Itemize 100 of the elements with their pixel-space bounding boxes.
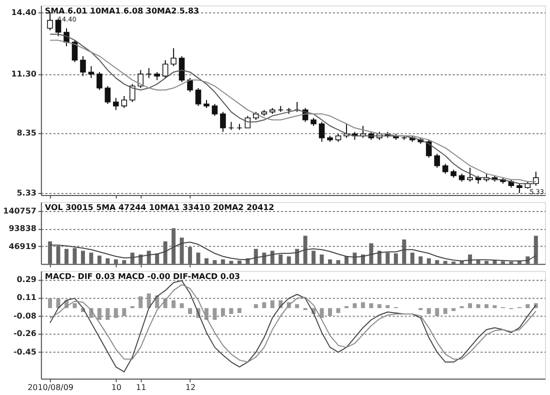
bar — [130, 252, 134, 264]
bar — [377, 250, 382, 264]
x-tick-label: 11 — [136, 383, 146, 392]
bar — [212, 308, 217, 320]
bar — [72, 248, 77, 264]
bar — [64, 248, 68, 264]
bar — [377, 304, 382, 308]
bar — [48, 241, 52, 264]
bar — [72, 303, 77, 308]
bar — [97, 308, 102, 320]
candlestick — [146, 68, 152, 79]
candlestick — [96, 72, 102, 91]
bar — [492, 260, 497, 264]
annotation: MACD- DIF 0.03 MACD -0.00 DIF-MACD 0.03 — [44, 272, 240, 281]
bar — [278, 254, 283, 264]
bar — [394, 253, 398, 264]
bar — [312, 250, 316, 264]
bar — [180, 303, 184, 308]
bar — [328, 259, 332, 264]
y-tick-label: -0.26 — [13, 329, 37, 338]
candlestick — [220, 111, 226, 132]
y-tick-label: 46919 — [8, 242, 37, 251]
bar — [97, 256, 102, 264]
bar — [402, 240, 406, 264]
bar — [534, 236, 538, 264]
candlestick — [129, 84, 136, 102]
y-tick-label: 93838 — [8, 224, 37, 234]
bar — [295, 304, 300, 308]
bar — [360, 302, 365, 308]
y-tick-label: 140757 — [3, 206, 36, 216]
bar — [386, 252, 390, 264]
bar — [418, 256, 423, 264]
bar — [492, 305, 497, 308]
bar — [146, 250, 151, 264]
candlestick — [121, 95, 128, 108]
bar — [146, 293, 151, 308]
bar — [114, 308, 118, 318]
candlestick — [212, 103, 218, 116]
bar — [352, 303, 357, 308]
bar — [163, 241, 168, 264]
candlestick — [195, 88, 202, 106]
bar — [468, 303, 472, 308]
bar — [122, 260, 126, 264]
bar — [336, 308, 340, 314]
candlestick — [178, 56, 185, 83]
bar — [106, 308, 110, 320]
y-tick-label: -0.45 — [13, 348, 36, 357]
bar — [303, 236, 308, 264]
bar — [262, 252, 266, 264]
bar — [476, 304, 480, 308]
bar — [122, 308, 126, 316]
bar — [237, 260, 242, 264]
bar — [89, 252, 94, 264]
bar — [262, 302, 266, 308]
bar — [484, 260, 488, 264]
bar — [138, 296, 143, 308]
bar — [220, 259, 225, 264]
y-tick-label: 5.33 — [16, 188, 36, 198]
candlestick — [80, 56, 86, 77]
x-tick-label: 10 — [111, 383, 122, 392]
bar — [500, 261, 505, 264]
bar — [336, 260, 340, 264]
bar — [254, 304, 258, 308]
candlestick — [162, 60, 168, 79]
bar — [443, 308, 448, 314]
bar — [320, 308, 324, 318]
bar — [237, 308, 242, 314]
bar — [526, 304, 530, 308]
bar — [48, 298, 52, 308]
bar — [320, 254, 324, 264]
bar — [188, 308, 192, 314]
y-tick-label: 11.30 — [11, 70, 37, 79]
candlestick — [113, 97, 119, 110]
bar — [172, 228, 176, 264]
bar — [196, 252, 200, 264]
bar — [212, 260, 217, 264]
bar — [484, 304, 488, 308]
y-tick-label: 0.29 — [16, 275, 37, 284]
bar — [220, 308, 225, 316]
candlestick — [467, 167, 473, 182]
candlestick — [104, 86, 111, 104]
bar — [386, 305, 390, 308]
bar — [443, 260, 448, 264]
bar — [426, 308, 431, 314]
bar — [80, 250, 85, 264]
candlestick — [442, 163, 448, 174]
x-tick-label: 12 — [185, 383, 196, 392]
y-tick-label: 0.11 — [16, 292, 36, 302]
y-tick-label: 8.35 — [16, 128, 36, 138]
bar — [410, 252, 414, 264]
bar — [369, 243, 374, 264]
bar — [295, 248, 300, 264]
bar — [180, 238, 184, 264]
candlestick — [318, 121, 325, 142]
candlestick — [138, 70, 144, 89]
bar — [344, 256, 348, 264]
bar — [286, 256, 291, 264]
bar — [229, 308, 234, 314]
candlestick — [294, 101, 300, 112]
candlestick — [187, 78, 193, 93]
